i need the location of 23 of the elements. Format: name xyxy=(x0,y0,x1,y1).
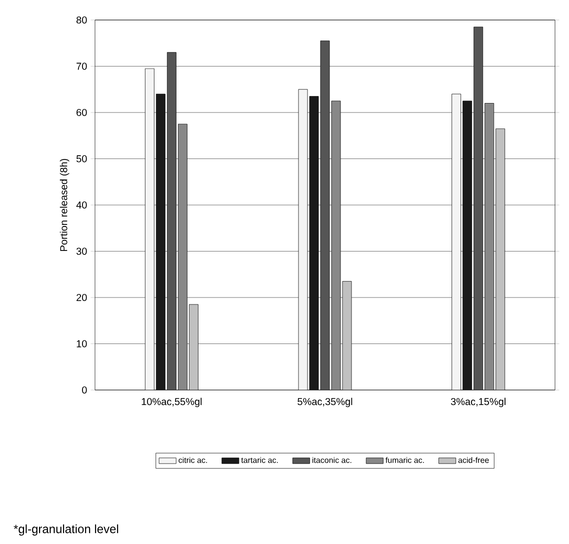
legend-label: tartaric ac. xyxy=(241,457,278,463)
y-tick-label: 0 xyxy=(82,386,87,394)
legend-label: citric ac. xyxy=(178,457,207,463)
x-tick-label: 10%ac,55%gl xyxy=(142,398,202,408)
legend-label: acid-free xyxy=(458,457,489,463)
y-tick-label: 10 xyxy=(76,340,87,348)
y-tick-label: 80 xyxy=(76,16,87,24)
y-tick-label: 20 xyxy=(76,294,87,302)
y-tick-label: 50 xyxy=(76,155,87,162)
y-tick-label: 30 xyxy=(76,248,87,255)
bar xyxy=(188,304,198,390)
y-axis-title: Portion released (8h) xyxy=(60,158,70,251)
text: *gl-granulation level xyxy=(14,524,118,536)
bar xyxy=(484,103,494,390)
legend-label: fumaric ac. xyxy=(386,457,424,463)
bar xyxy=(178,124,188,390)
legend-label: itaconic ac. xyxy=(312,457,352,463)
y-tick-label: 70 xyxy=(76,62,87,70)
x-tick-label: 3%ac,15%gl xyxy=(450,398,506,408)
x-tick-label: 5%ac,35%gl xyxy=(298,398,352,408)
y-tick-label: 60 xyxy=(76,108,87,116)
y-tick-label: 40 xyxy=(76,201,87,209)
bar xyxy=(496,128,506,390)
